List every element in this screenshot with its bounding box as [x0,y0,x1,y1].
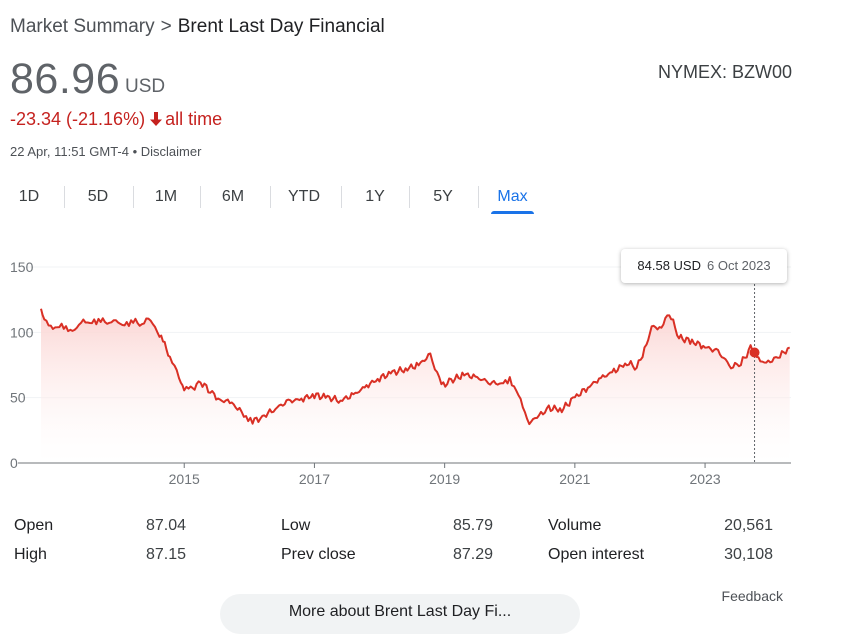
stat-open-label: Open [14,517,54,534]
ticker-symbol: NYMEX: BZW00 [657,62,792,82]
y-axis: 0 50 100 150 [10,259,34,471]
tab-divider [341,186,342,208]
stat-high-value: 87.15 [145,546,186,563]
x-tick-label: 2015 [169,471,200,487]
stat-open-interest-value: 30,108 [724,546,773,563]
tab-5d[interactable]: 5D [87,188,109,205]
x-axis: 2015 2017 2019 2021 2023 [169,463,721,487]
y-tick-label: 0 [10,455,18,471]
quote-timestamp: 22 Apr, 11:51 GMT-4 • Disclaimer [10,144,202,159]
tab-1y[interactable]: 1Y [365,188,385,205]
stat-volume-value: 20,561 [724,517,773,534]
stat-prev-close-value: 87.29 [452,546,493,563]
breadcrumb: Market Summary > Brent Last Day Financial [10,16,385,38]
tab-1d[interactable]: 1D [18,188,40,205]
price-change: -23.34 (-21.16%) all time [10,109,222,130]
range-tabs: 1D 5D 1M 6M YTD 1Y 5Y Max [0,180,560,216]
stat-low-value: 85.79 [452,517,493,534]
price-area-fill [41,308,790,463]
y-tick-label: 150 [10,259,34,275]
arrow-down-icon [149,111,163,127]
tab-5y[interactable]: 5Y [433,188,453,205]
stat-prev-close-label: Prev close [281,546,356,563]
x-tick-label: 2019 [429,471,460,487]
price-chart[interactable]: 0 50 100 150 2015 2017 2019 2021 2023 [0,240,846,490]
x-tick-label: 2021 [559,471,590,487]
price-currency: USD [125,76,166,97]
hover-point [749,347,760,358]
tab-1m[interactable]: 1M [154,188,178,205]
feedback-link[interactable]: Feedback [721,588,783,604]
stat-volume-label: Volume [548,517,602,534]
tab-divider [478,186,479,208]
price-series-line [40,308,791,426]
change-value: -23.34 (-21.16%) [10,109,146,129]
breadcrumb-current: Brent Last Day Financial [177,16,385,37]
x-tick-label: 2023 [689,471,720,487]
tooltip-date: 6 Oct 2023 [706,258,771,273]
y-tick-label: 100 [10,324,34,340]
tab-divider [409,186,410,208]
tab-max[interactable]: Max [491,180,534,214]
tab-divider [200,186,201,208]
stat-low-label: Low [281,517,311,534]
tab-divider [270,186,271,208]
chart-tooltip: 84.58 USD 6 Oct 2023 [621,249,787,283]
change-period: all time [165,109,223,129]
tab-divider [133,186,134,208]
tab-6m[interactable]: 6M [221,188,245,205]
stat-high-label: High [14,546,47,563]
tab-divider [64,186,65,208]
tooltip-value: 84.58 USD [637,258,701,273]
tab-ytd[interactable]: YTD [288,188,320,205]
y-tick-label: 50 [10,390,26,406]
x-tick-label: 2017 [299,471,330,487]
breadcrumb-separator: > [160,16,172,37]
more-about-button[interactable]: More about Brent Last Day Fi... [220,594,580,634]
stat-open-value: 87.04 [145,517,186,534]
current-price: 86.96 [10,55,121,103]
stat-open-interest-label: Open interest [548,546,645,563]
breadcrumb-root-link[interactable]: Market Summary [10,16,155,37]
